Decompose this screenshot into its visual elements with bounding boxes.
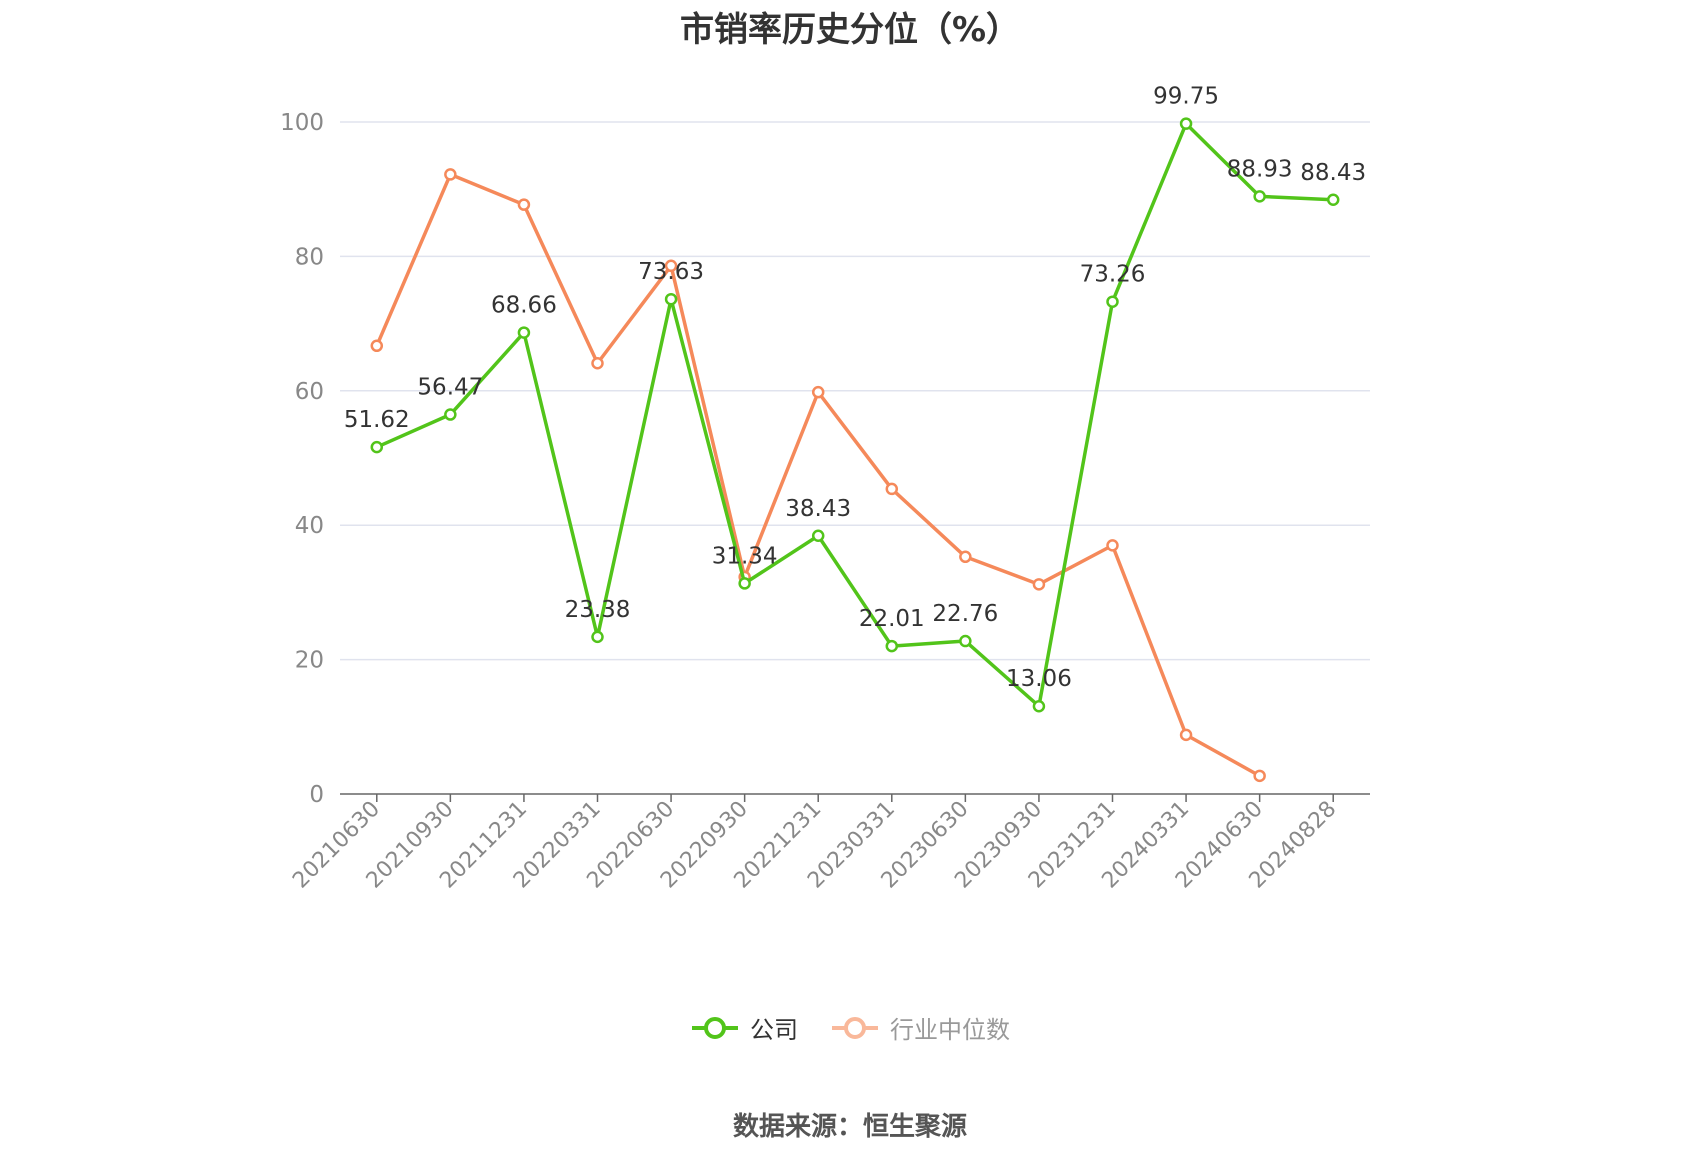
- company-data-label: 68.66: [491, 293, 557, 319]
- legend-industry-label: 行业中位数: [890, 1016, 1010, 1044]
- industry-data-point: [959, 550, 972, 564]
- company-data-label: 88.43: [1300, 160, 1366, 186]
- legend-industry-circle: [844, 1016, 866, 1039]
- company-data-label: 13.06: [1006, 666, 1072, 692]
- company-data-label: 22.76: [932, 601, 998, 627]
- company-data-point: [664, 292, 678, 306]
- company-data-point: [1179, 117, 1193, 130]
- company-data-label: 31.34: [712, 543, 778, 569]
- y-tick-label: 40: [295, 513, 324, 539]
- industry-data-point: [370, 339, 384, 353]
- company-data-point: [444, 408, 457, 421]
- industry-data-point: [517, 198, 531, 211]
- company-data-point: [517, 326, 531, 339]
- company-data-point: [370, 440, 384, 454]
- y-tick-label: 20: [295, 648, 324, 674]
- company-data-point: [1106, 295, 1119, 308]
- chart-title: 市销率历史分位（%）: [679, 10, 1021, 50]
- company-data-label: 51.62: [344, 407, 410, 433]
- industry-data-point: [885, 482, 899, 496]
- company-data-label: 99.75: [1153, 84, 1219, 110]
- industry-data-point: [1253, 769, 1266, 783]
- company-data-label: 22.01: [859, 606, 925, 632]
- y-tick-label: 60: [295, 379, 324, 405]
- company-data-label: 56.47: [417, 375, 483, 401]
- industry-data-point: [1179, 728, 1193, 742]
- legend-item-company[interactable]: 公司: [690, 1010, 798, 1045]
- company-data-point: [591, 630, 604, 644]
- company-data-label: 73.26: [1080, 262, 1146, 288]
- industry-data-point: [1106, 539, 1119, 552]
- industry-data-point: [811, 385, 825, 399]
- y-tick-label: 100: [280, 110, 324, 136]
- data-source: 数据来源：恒生聚源: [732, 1112, 967, 1142]
- company-data-point: [1326, 193, 1340, 207]
- industry-data-point: [591, 356, 604, 370]
- company-series-line: [376, 121, 1334, 708]
- company-data-point: [738, 577, 751, 590]
- company-data-point: [959, 634, 972, 648]
- legend-company-marker-icon: [692, 1016, 738, 1039]
- legend: 公司 行业中位数: [0, 1010, 1700, 1045]
- y-tick-label: 0: [309, 782, 324, 808]
- company-data-point: [1253, 190, 1266, 203]
- industry-data-point: [444, 168, 457, 181]
- company-data-label: 88.93: [1227, 156, 1293, 182]
- y-tick-label: 80: [295, 244, 324, 270]
- company-data-point: [1032, 699, 1046, 713]
- company-data-label: 38.43: [785, 496, 851, 522]
- company-data-point: [811, 529, 825, 543]
- company-data-label: 73.63: [638, 259, 704, 285]
- line-chart: 0204060801002021063020210930202112312022…: [280, 84, 1370, 893]
- company-data-point: [885, 639, 899, 653]
- legend-company-circle: [704, 1016, 726, 1039]
- company-data-label: 23.38: [565, 597, 631, 623]
- industry-data-point: [1032, 578, 1046, 591]
- industry-data-point: [664, 259, 678, 273]
- legend-company-label: 公司: [750, 1016, 798, 1044]
- legend-item-industry[interactable]: 行业中位数: [830, 1010, 1010, 1045]
- legend-industry-marker-icon: [832, 1016, 878, 1039]
